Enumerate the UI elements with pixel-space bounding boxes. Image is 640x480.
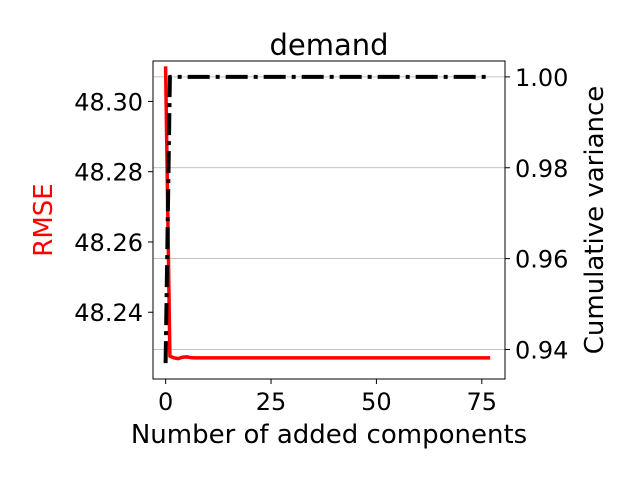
x-ticks: 0 25 50 75 [158, 379, 497, 416]
right-y-axis-label: Cumulative variance [580, 86, 610, 355]
x-axis-label: Number of added components [131, 420, 527, 450]
right-y-ticks: 0.94 0.96 0.98 1.00 [505, 64, 568, 364]
left-y-tick-label: 48.26 [74, 229, 143, 257]
left-y-tick-label: 48.30 [74, 88, 143, 116]
x-tick-label: 50 [361, 388, 392, 416]
x-tick-label: 75 [467, 388, 498, 416]
left-y-axis-label: RMSE [29, 183, 59, 256]
right-y-tick-label: 0.94 [515, 336, 568, 364]
right-y-tick-label: 0.98 [515, 155, 568, 183]
x-tick-label: 0 [158, 388, 173, 416]
series-layer [163, 66, 491, 364]
grid-lines [153, 76, 505, 350]
left-y-tick-label: 48.28 [74, 159, 143, 187]
x-tick-label: 25 [256, 388, 287, 416]
chart-title: demand [269, 28, 388, 62]
right-y-tick-label: 0.96 [515, 246, 568, 274]
cumulative-variance-line [163, 74, 491, 364]
left-y-tick-label: 48.24 [74, 299, 143, 327]
plot-frame [152, 60, 506, 380]
right-y-tick-label: 1.00 [515, 64, 568, 92]
rmse-line [163, 66, 491, 361]
left-y-ticks: 48.24 48.26 48.28 48.30 [74, 88, 153, 327]
